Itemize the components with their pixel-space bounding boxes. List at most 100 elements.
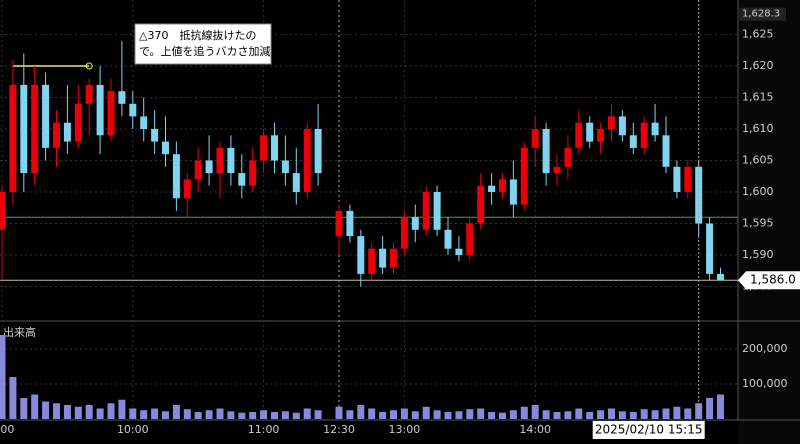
candle-body (9, 84, 17, 192)
candle-body (53, 122, 60, 148)
candle-body (379, 248, 387, 268)
candle-body (292, 173, 300, 192)
volume-bar (531, 405, 539, 419)
volume-bar (303, 408, 311, 419)
volume-bar (608, 408, 615, 419)
last-price-box (738, 271, 800, 290)
candle-body (227, 147, 235, 174)
annotation-box (134, 23, 272, 65)
annotation-text: で。上値を追うバカさ加減 (139, 44, 271, 58)
candle-body (651, 122, 659, 136)
candle-body (216, 147, 224, 174)
candle-body (499, 179, 506, 192)
candle-body (260, 135, 268, 161)
volume-bar (444, 412, 452, 419)
volume-bar (411, 411, 419, 419)
candle-body (597, 129, 605, 142)
volume-bar (85, 405, 93, 419)
candle-body (162, 141, 169, 155)
candle-body (314, 129, 322, 174)
volume-bar (31, 394, 39, 419)
candle-body (194, 160, 202, 180)
y-tick-label: 1,625 (742, 28, 774, 41)
y-tick-label: 1,615 (742, 91, 774, 104)
candle-body (433, 192, 441, 230)
volume-bar (390, 410, 397, 419)
y-tick-label: 1,590 (742, 248, 774, 261)
x-tick-label: 12:30 (323, 423, 355, 436)
candle-body (20, 84, 28, 174)
y-tick-label: 1,610 (742, 122, 774, 135)
candle-body (346, 210, 354, 237)
candle-body (608, 116, 615, 129)
volume-bar (346, 410, 354, 419)
axis-area (738, 0, 800, 444)
candle-body (0, 192, 6, 230)
volume-bar (172, 405, 180, 419)
candle-body (586, 122, 594, 142)
candle-body (444, 229, 452, 249)
candle-body (151, 129, 159, 142)
candle-body (118, 91, 126, 104)
volume-bar (564, 411, 572, 419)
volume-bar (368, 408, 376, 419)
candle-body (183, 179, 191, 199)
volume-bar (53, 403, 60, 419)
volume-bar (499, 412, 506, 419)
volume-bar (586, 412, 594, 419)
x-tick-label: 10:00 (117, 423, 149, 436)
candle-body (74, 103, 82, 142)
volume-bar (706, 398, 714, 419)
candle-body (575, 122, 583, 148)
candle-body (411, 217, 419, 230)
volume-bar (488, 412, 496, 419)
cursor-label: 2025/02/10 15:15 (595, 423, 703, 437)
volume-bar (42, 401, 50, 419)
y-tick-label: 1,620 (742, 59, 774, 72)
volume-bar (379, 412, 387, 419)
volume-bar (63, 405, 71, 419)
x-tick-label: 14:00 (519, 423, 551, 436)
candle-body (542, 129, 550, 174)
candle-body (477, 185, 485, 224)
candle-body (629, 135, 637, 148)
candle-body (662, 135, 670, 167)
volume-bar (400, 408, 408, 419)
volume-bar (292, 412, 300, 419)
candle-body (695, 166, 703, 224)
volume-bar (575, 408, 583, 419)
volume-title: 出来高 (3, 325, 36, 339)
volume-bar (0, 335, 6, 419)
cursor-box (592, 421, 705, 439)
volume-bar (107, 403, 115, 419)
volume-bar (640, 409, 648, 419)
candle-body (509, 179, 517, 205)
y-tick-label: 200,000 (742, 342, 788, 355)
candle-body (466, 223, 474, 255)
volume-bar (553, 412, 561, 419)
volume-bar (271, 412, 278, 419)
candle-body (140, 116, 148, 129)
y-tick-label: 1,595 (742, 217, 774, 230)
x-tick-label: 11:00 (248, 423, 280, 436)
candle-body (129, 103, 137, 117)
candle-body (390, 248, 397, 268)
y-tick-label: 1,605 (742, 154, 774, 167)
candle-body (564, 147, 572, 167)
candle-body (640, 122, 648, 148)
volume-bar (455, 411, 463, 419)
volume-bar (717, 394, 724, 419)
candle-body (249, 160, 257, 186)
high-marker-label: 1,628.3 (742, 9, 780, 20)
candle-body (455, 248, 463, 255)
x-tick-label: 13:00 (389, 423, 421, 436)
candle-body (717, 273, 724, 281)
volume-bar (520, 406, 528, 419)
volume-bar (509, 410, 517, 419)
volume-bar (597, 410, 605, 419)
volume-bar (357, 405, 365, 419)
volume-bar (216, 408, 224, 419)
volume-bar (466, 409, 474, 419)
annotation-text: △370 抵抗線抜けたの (139, 28, 256, 42)
